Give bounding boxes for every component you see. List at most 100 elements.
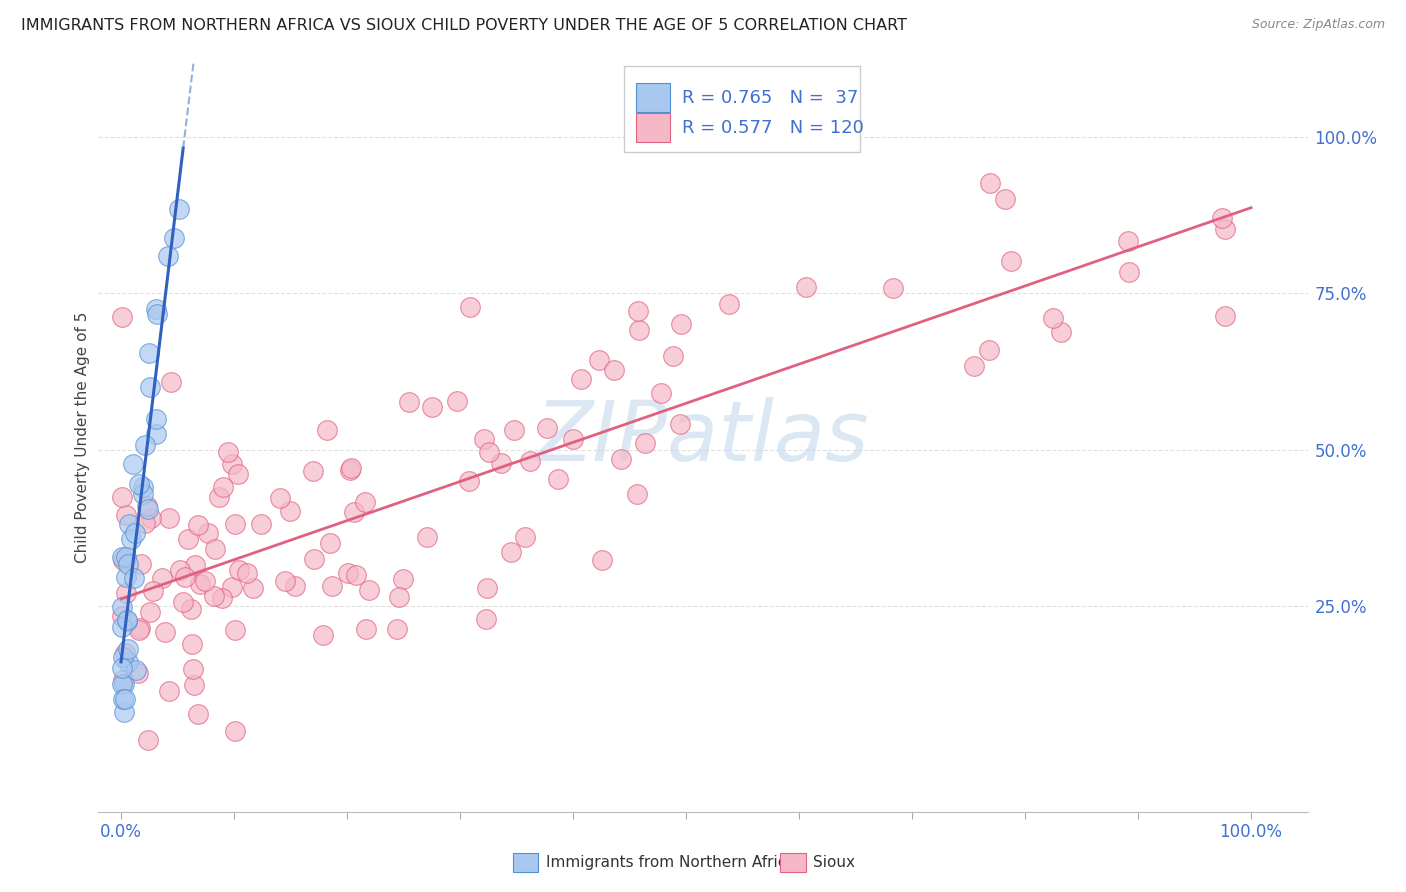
Point — [304, 552, 326, 566]
Point — [115, 549, 138, 564]
Point — [519, 454, 541, 468]
Point — [224, 516, 246, 531]
Point — [354, 495, 377, 509]
Point — [226, 467, 249, 481]
Point — [420, 400, 443, 414]
Point — [478, 445, 501, 459]
Point — [187, 517, 209, 532]
Point — [221, 581, 243, 595]
Point — [458, 300, 481, 314]
Point — [112, 649, 135, 664]
Point — [117, 642, 139, 657]
Point — [139, 605, 162, 619]
FancyBboxPatch shape — [637, 113, 671, 142]
Text: R = 0.765   N =  37: R = 0.765 N = 37 — [682, 88, 859, 107]
Point — [125, 663, 148, 677]
Point — [489, 456, 512, 470]
Point — [138, 346, 160, 360]
Point — [250, 517, 273, 532]
Point — [979, 177, 1001, 191]
Point — [315, 423, 337, 437]
Point — [669, 317, 692, 331]
Point — [344, 568, 367, 582]
Point — [136, 502, 159, 516]
Point — [499, 545, 522, 559]
Point — [340, 461, 363, 475]
Y-axis label: Child Poverty Under the Age of 5: Child Poverty Under the Age of 5 — [75, 311, 90, 563]
Point — [111, 620, 134, 634]
Point — [284, 579, 307, 593]
Point — [145, 412, 167, 426]
Point — [610, 451, 633, 466]
Point — [217, 444, 239, 458]
Point — [224, 623, 246, 637]
Point — [1042, 310, 1064, 325]
Point — [112, 677, 135, 691]
Point — [357, 582, 380, 597]
Point — [274, 574, 297, 589]
Point — [319, 536, 342, 550]
Point — [458, 474, 481, 488]
Point — [112, 691, 135, 706]
Point — [626, 487, 648, 501]
Point — [221, 458, 243, 472]
Point — [188, 577, 211, 591]
Point — [129, 621, 152, 635]
Point — [634, 435, 657, 450]
Point — [145, 426, 167, 441]
Point — [180, 637, 202, 651]
Point — [173, 570, 195, 584]
Point — [112, 673, 135, 687]
Point — [112, 553, 135, 567]
Point — [112, 705, 135, 719]
Point — [398, 395, 420, 409]
Point — [111, 599, 134, 614]
Point — [269, 491, 291, 505]
Point — [228, 564, 250, 578]
Text: Sioux: Sioux — [813, 855, 855, 870]
Point — [163, 231, 186, 245]
Point — [513, 530, 536, 544]
FancyBboxPatch shape — [624, 66, 860, 153]
Point — [1000, 254, 1022, 268]
Point — [117, 613, 139, 627]
Point — [111, 676, 134, 690]
Point — [121, 457, 143, 471]
Point — [212, 479, 235, 493]
Point — [183, 678, 205, 692]
Point — [979, 343, 1001, 357]
Point — [236, 566, 259, 580]
Point — [387, 622, 409, 636]
Point — [211, 591, 233, 606]
Point — [1213, 309, 1236, 323]
Point — [339, 463, 361, 477]
Point — [180, 602, 202, 616]
Text: R = 0.577   N = 120: R = 0.577 N = 120 — [682, 119, 865, 136]
Point — [475, 581, 498, 595]
Point — [150, 571, 173, 585]
Point — [177, 532, 200, 546]
Point — [592, 553, 614, 567]
Point — [117, 656, 139, 670]
Point — [224, 724, 246, 739]
Point — [136, 499, 159, 513]
Point — [536, 421, 558, 435]
Point — [882, 280, 904, 294]
Point — [354, 622, 377, 636]
Point — [136, 733, 159, 747]
Point — [1050, 326, 1073, 340]
Point — [1211, 211, 1233, 226]
Point — [134, 516, 156, 531]
Point — [321, 579, 343, 593]
Point — [172, 595, 194, 609]
Point — [963, 359, 986, 373]
Point — [301, 464, 323, 478]
Point — [194, 574, 217, 588]
Point — [132, 487, 155, 501]
Point — [794, 280, 817, 294]
Point — [650, 386, 672, 401]
Point — [157, 683, 180, 698]
Point — [208, 491, 231, 505]
Point — [139, 380, 162, 394]
Point — [120, 532, 142, 546]
